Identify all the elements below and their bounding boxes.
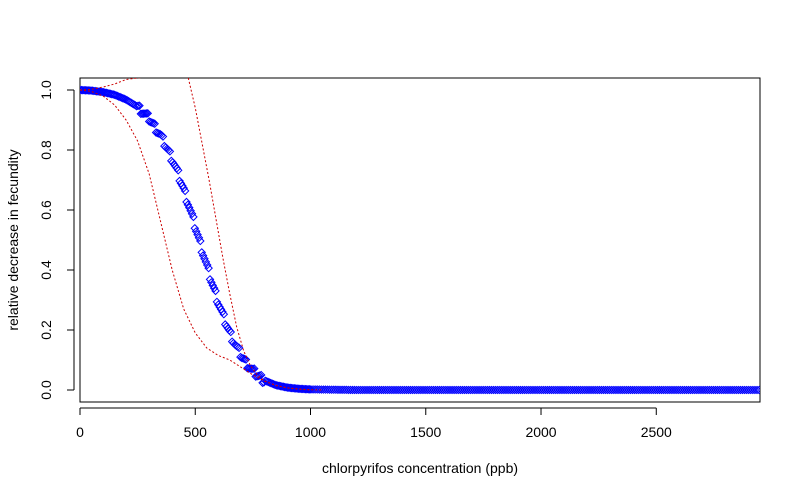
points-series	[80, 85, 760, 395]
data-point	[219, 309, 229, 319]
data-point	[135, 101, 144, 110]
data-point	[263, 377, 273, 387]
data-point	[158, 132, 168, 141]
data-point	[266, 378, 276, 388]
data-point	[754, 385, 760, 395]
y-tick-label: 0.4	[38, 260, 54, 280]
data-point	[191, 227, 201, 236]
x-tick-label: 500	[184, 424, 208, 440]
x-tick-label: 0	[76, 424, 84, 440]
data-point	[196, 236, 205, 246]
data-point	[182, 197, 191, 207]
data-point	[209, 283, 219, 293]
x-tick-label: 1000	[295, 424, 326, 440]
data-point	[118, 93, 128, 103]
data-point	[132, 101, 142, 111]
data-point	[252, 371, 262, 381]
x-tick-label: 2500	[641, 424, 672, 440]
x-tick-label: 2000	[525, 424, 556, 440]
y-tick-label: 0.6	[38, 200, 54, 220]
data-point	[114, 92, 124, 101]
data-point	[162, 144, 172, 154]
data-point	[305, 385, 314, 394]
data-point	[240, 354, 249, 364]
x-tick-label: 1500	[410, 424, 441, 440]
data-point	[201, 257, 211, 267]
data-point	[150, 119, 159, 129]
y-axis-title: relative decrease in fecundity	[5, 149, 21, 330]
data-point	[173, 165, 183, 175]
y-tick-label: 0.0	[38, 380, 54, 400]
data-point	[179, 183, 189, 193]
data-point	[180, 186, 190, 196]
data-point	[193, 230, 202, 239]
data-point	[143, 109, 153, 118]
data-point	[139, 109, 148, 118]
data-point	[262, 377, 272, 386]
data-point	[183, 200, 193, 210]
data-point	[204, 263, 213, 273]
data-point	[113, 91, 122, 101]
y-tick-label: 0.2	[38, 320, 54, 340]
y-tick-label: 1.0	[38, 80, 54, 100]
data-point	[140, 109, 150, 118]
data-point	[151, 128, 161, 137]
data-point	[238, 354, 248, 363]
data-point	[241, 355, 251, 364]
data-point	[207, 278, 216, 287]
data-point	[133, 101, 143, 111]
data-point	[234, 343, 244, 353]
data-point	[226, 327, 236, 337]
data-point	[142, 109, 151, 118]
data-point	[117, 93, 126, 102]
data-point	[153, 128, 162, 138]
data-point	[194, 233, 204, 243]
data-point	[111, 91, 121, 100]
upper-bound-line	[187, 78, 311, 391]
data-point	[205, 275, 215, 284]
data-point	[178, 181, 187, 191]
data-point	[148, 118, 158, 128]
x-axis-title: chlorpyrifos concentration (ppb)	[322, 460, 518, 476]
data-point	[265, 378, 274, 387]
data-point	[256, 370, 266, 380]
data-point	[189, 212, 198, 222]
data-point	[218, 307, 227, 317]
data-point	[146, 117, 155, 127]
data-point	[200, 254, 209, 264]
data-point	[187, 209, 197, 219]
data-point	[237, 353, 247, 363]
data-point	[147, 118, 157, 127]
x-axis: 0 500 1000 1500 2000 2500	[76, 407, 672, 440]
y-axis: 0.0 0.2 0.4 0.6 0.8 1.0	[38, 80, 75, 400]
lower-bound-line	[80, 89, 323, 391]
data-point	[248, 364, 258, 374]
data-point	[752, 385, 760, 395]
data-point	[208, 281, 218, 290]
data-point	[247, 364, 256, 374]
data-point	[115, 92, 125, 102]
data-point	[184, 203, 194, 212]
data-point	[186, 206, 195, 215]
data-point	[190, 223, 200, 233]
data-point	[110, 90, 119, 100]
data-point	[144, 117, 154, 126]
data-point	[197, 248, 207, 257]
data-point	[198, 251, 208, 260]
data-point	[211, 286, 220, 296]
plot-frame	[79, 77, 761, 403]
data-point	[165, 147, 175, 156]
data-point	[108, 90, 118, 99]
data-point	[202, 260, 212, 270]
data-point	[267, 379, 277, 388]
series-layer	[80, 78, 760, 395]
y-tick-label: 0.8	[38, 140, 54, 160]
data-point	[254, 371, 263, 381]
